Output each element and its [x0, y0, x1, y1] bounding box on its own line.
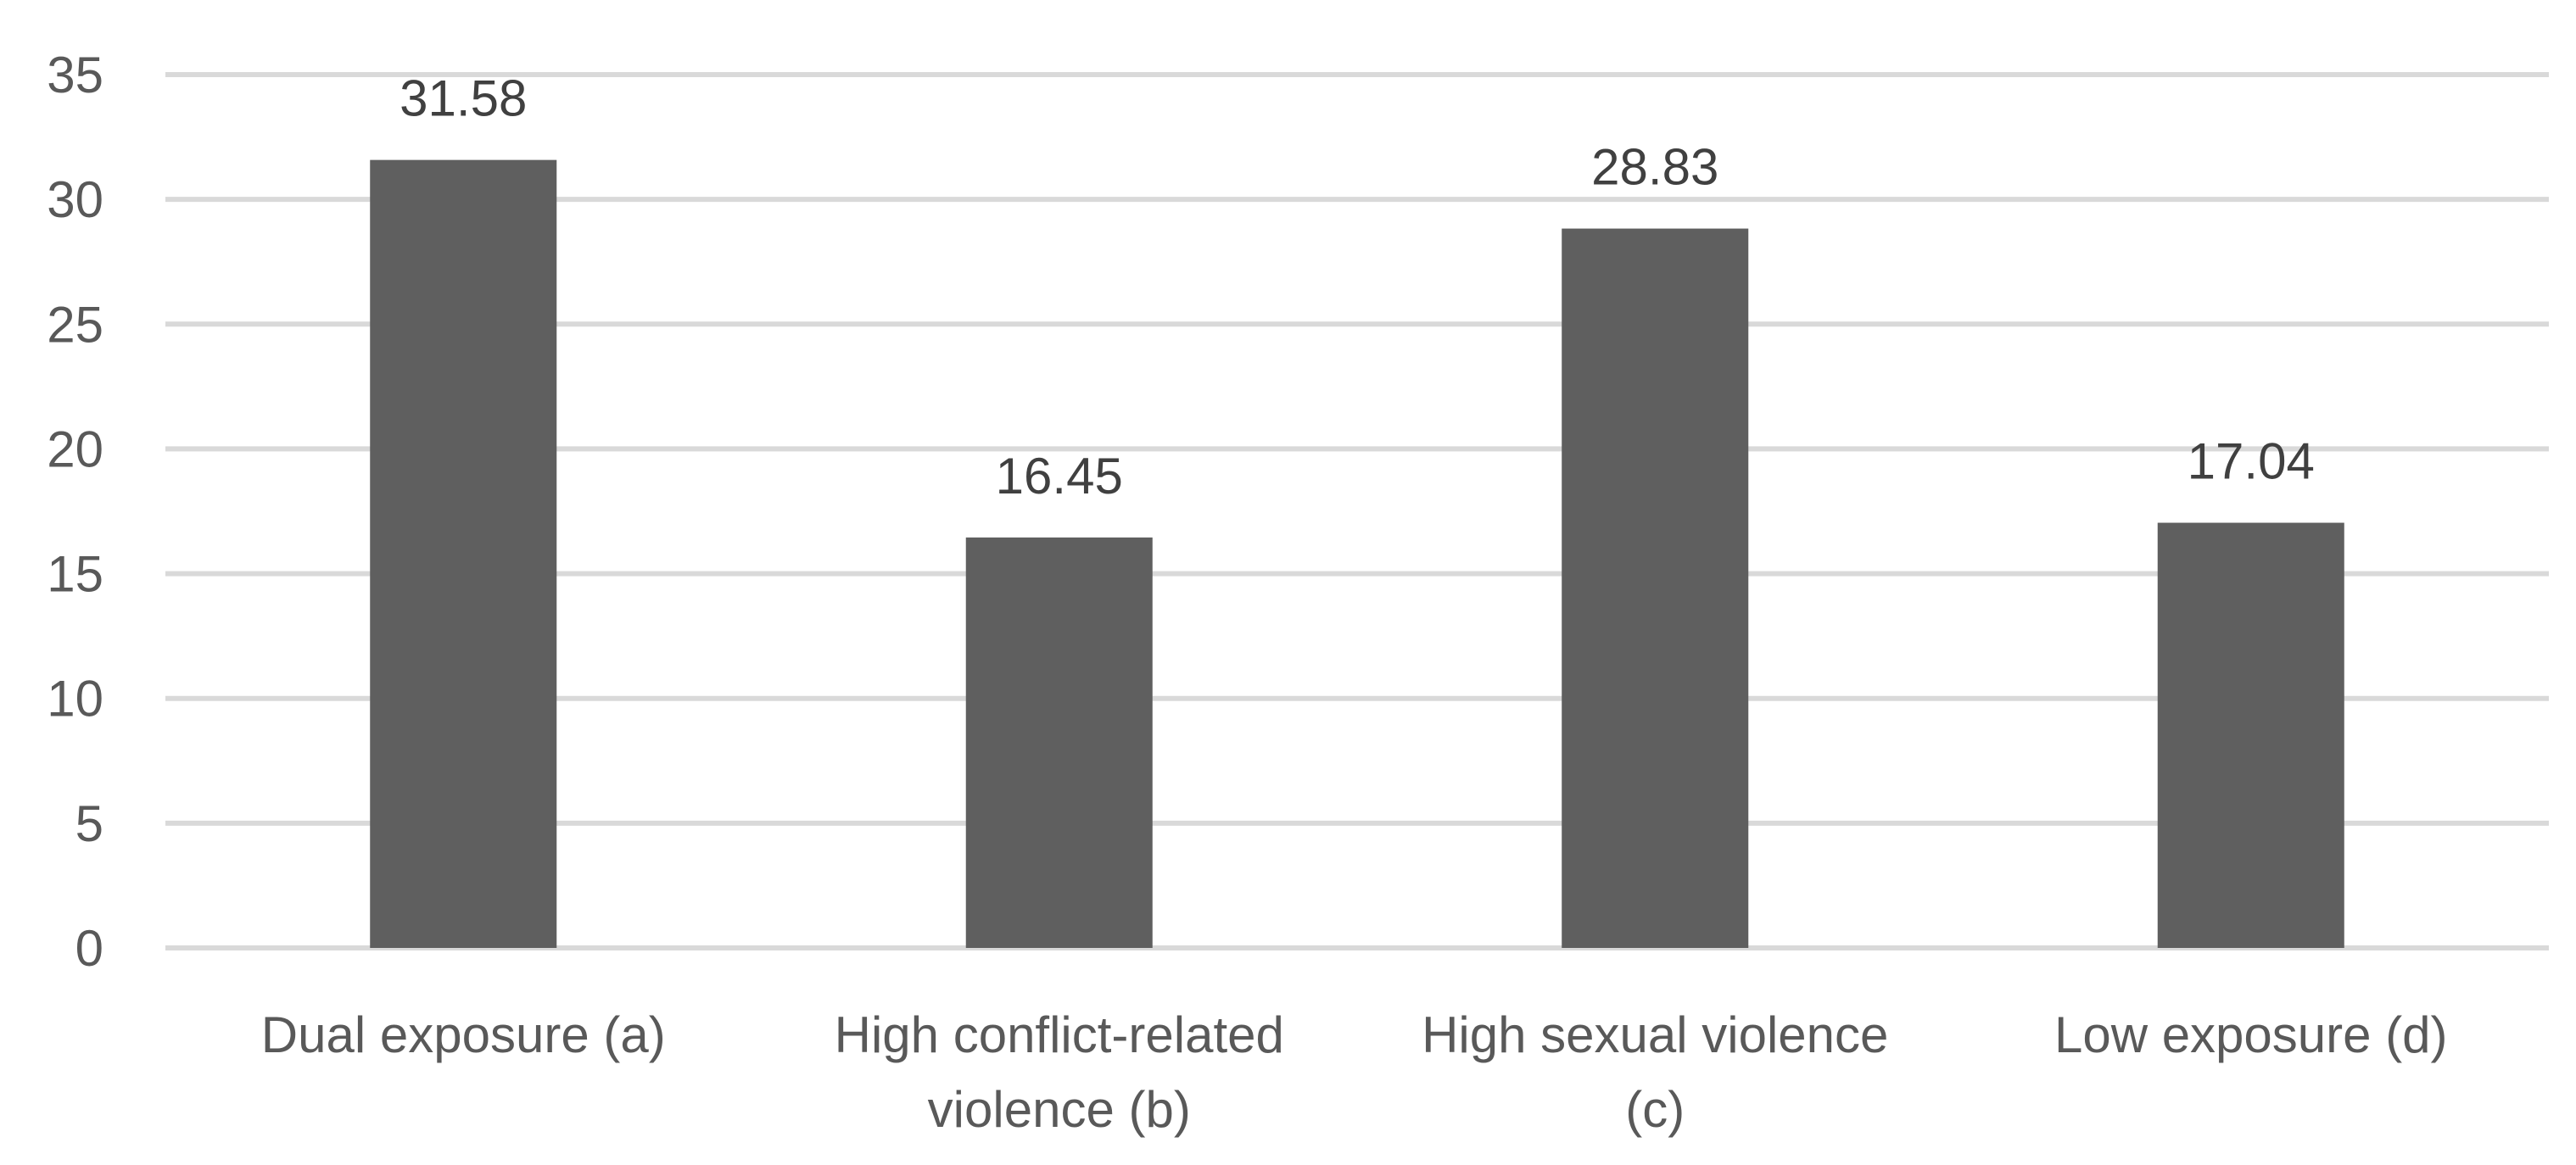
x-category-label-line: High conflict-related	[835, 1006, 1284, 1063]
data-label: 16.45	[996, 448, 1123, 504]
x-category-label-line: (c)	[1625, 1081, 1685, 1138]
bar	[370, 159, 557, 948]
y-axis-ticks: 0 5 10 15 20 25 30 35	[47, 47, 103, 977]
bar	[965, 537, 1153, 948]
y-tick-label: 0	[75, 920, 103, 977]
data-label: 28.83	[1591, 139, 1718, 196]
bars	[370, 159, 2344, 948]
x-category-label: Low exposure (d)	[2054, 1006, 2448, 1063]
data-label: 31.58	[400, 70, 527, 127]
x-axis-categories: Dual exposure (a) High conflict-related vi…	[261, 1006, 2448, 1138]
y-tick-label: 30	[47, 171, 103, 228]
y-tick-label: 5	[75, 795, 103, 852]
gridlines	[165, 72, 2549, 950]
x-category-label: High conflict-related violence (b)	[835, 1006, 1284, 1138]
x-category-label-line: Dual exposure (a)	[261, 1006, 666, 1063]
x-category-label: High sexual violence (c)	[1422, 1006, 1888, 1138]
y-tick-label: 35	[47, 47, 103, 103]
x-category-label-line: High sexual violence	[1422, 1006, 1888, 1063]
data-label: 17.04	[2188, 433, 2315, 490]
bar	[1562, 228, 1749, 948]
x-category-label: Dual exposure (a)	[261, 1006, 666, 1063]
x-category-label-line: violence (b)	[928, 1081, 1191, 1138]
bar	[2157, 522, 2344, 948]
y-tick-label: 20	[47, 421, 103, 477]
y-tick-label: 15	[47, 546, 103, 603]
x-category-label-line: Low exposure (d)	[2054, 1006, 2448, 1063]
y-tick-label: 25	[47, 296, 103, 353]
y-tick-label: 10	[47, 671, 103, 727]
data-labels: 31.58 16.45 28.83 17.04	[400, 70, 2315, 504]
